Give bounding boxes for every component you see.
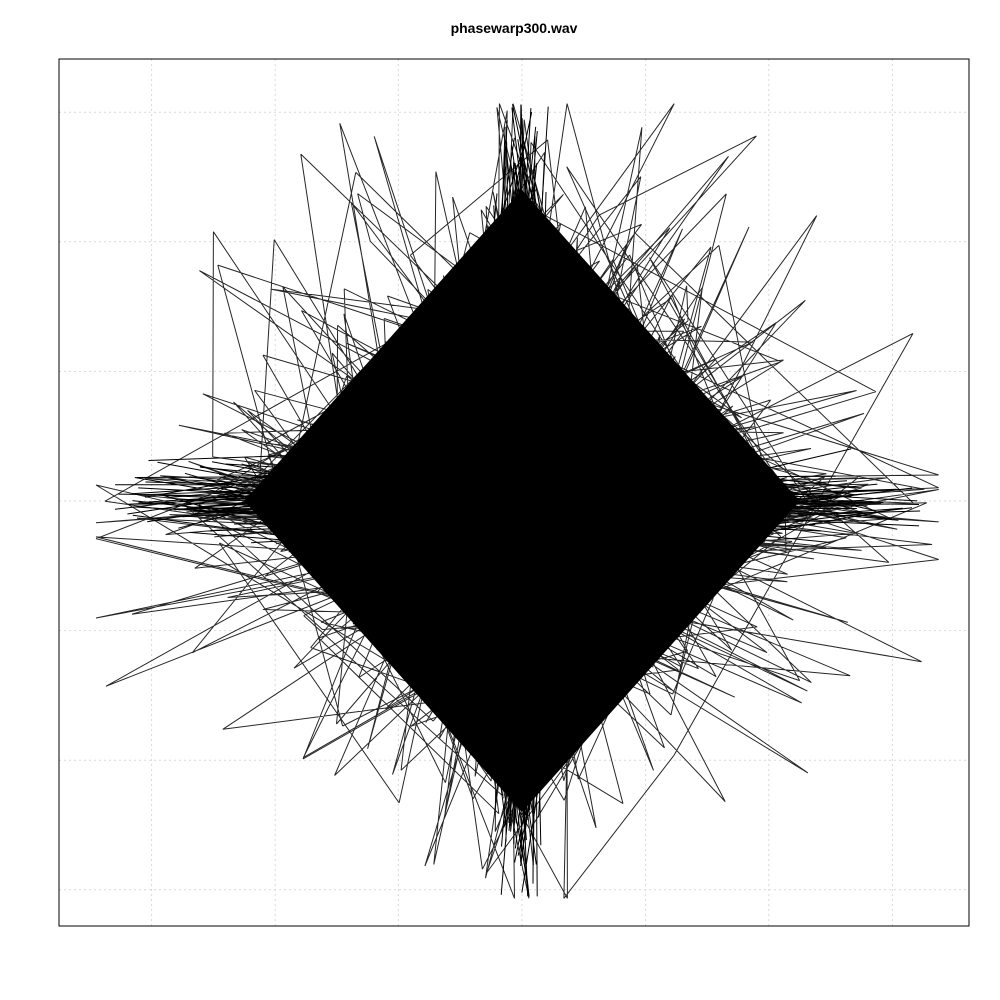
trace-spikes <box>114 104 921 897</box>
plot-frame <box>58 58 970 927</box>
chart-title: phasewarp300.wav <box>450 20 578 36</box>
signal-trace <box>95 103 939 899</box>
